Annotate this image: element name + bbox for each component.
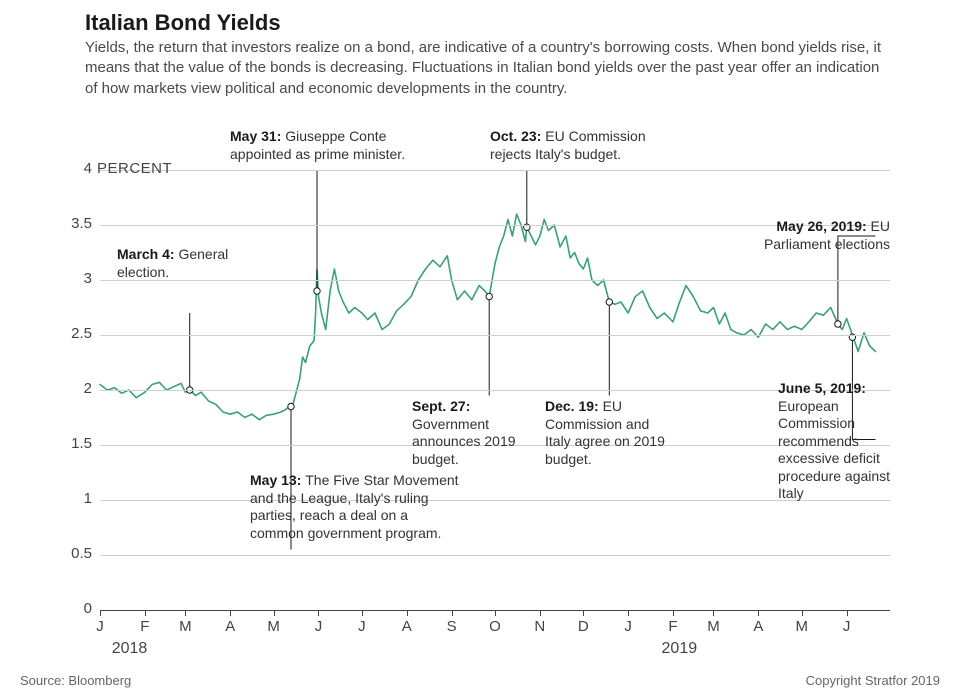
y-tick-label: 2.5 (52, 325, 92, 342)
x-tick-label: M (794, 618, 810, 635)
x-tick (802, 610, 803, 616)
annotation-may31: May 31: Giuseppe Conte appointed as prim… (230, 128, 440, 163)
x-tick (407, 610, 408, 616)
x-tick (185, 610, 186, 616)
chart-container: Italian Bond Yields Yields, the return t… (0, 0, 960, 700)
x-tick (713, 610, 714, 616)
x-tick (847, 610, 848, 616)
y-tick-label: 0 (52, 600, 92, 617)
x-tick-label: J (92, 618, 108, 635)
x-tick-label: O (487, 618, 503, 635)
annotation-date-jun5: June 5, 2019: (778, 380, 866, 396)
callout-dot-dec19 (606, 299, 612, 305)
callout-dot-may26 (835, 321, 841, 327)
gridline-y (100, 500, 890, 501)
annotation-mar4: March 4: General election. (117, 246, 242, 281)
y-tick-label: 1.5 (52, 435, 92, 452)
x-tick (673, 610, 674, 616)
x-tick-label: M (266, 618, 282, 635)
x-tick (274, 610, 275, 616)
x-tick-label: F (137, 618, 153, 635)
annotation-date-dec19: Dec. 19: (545, 398, 603, 414)
x-tick (583, 610, 584, 616)
annotation-date-sep27: Sept. 27: (412, 398, 470, 414)
y-tick-label: 4 (52, 160, 92, 177)
callout-dot-sep27 (486, 293, 492, 299)
x-tick (362, 610, 363, 616)
x-tick-label: J (620, 618, 636, 635)
x-tick-label: A (750, 618, 766, 635)
x-tick (100, 610, 101, 616)
x-tick (230, 610, 231, 616)
x-tick-label: J (310, 618, 326, 635)
callout-dot-may13 (288, 403, 294, 409)
chart-subtitle: Yields, the return that investors realiz… (85, 38, 895, 99)
annotation-sep27: Sept. 27: Government announces 2019 budg… (412, 398, 527, 468)
annotation-date-may26: May 26, 2019: (776, 218, 870, 234)
y-tick-label: 3 (52, 270, 92, 287)
annotation-may13: May 13: The Five Star Movement and the L… (250, 472, 460, 542)
annotation-date-mar4: March 4: (117, 246, 178, 262)
x-tick (495, 610, 496, 616)
x-tick-label: J (839, 618, 855, 635)
x-tick (145, 610, 146, 616)
y-tick-label: 0.5 (52, 545, 92, 562)
gridline-y (100, 170, 890, 171)
x-tick (540, 610, 541, 616)
gridline-y (100, 555, 890, 556)
annotation-jun5: June 5, 2019: European Commission recomm… (778, 380, 898, 503)
callout-dot-may31 (314, 288, 320, 294)
source-label: Source: Bloomberg (20, 673, 131, 688)
x-tick-label: J (354, 618, 370, 635)
x-tick (758, 610, 759, 616)
x-tick (318, 610, 319, 616)
x-tick-label: N (532, 618, 548, 635)
year-label: 2018 (112, 640, 148, 658)
x-tick-label: M (705, 618, 721, 635)
x-tick-label: F (665, 618, 681, 635)
annotation-text-jun5: European Commission recommends excessive… (778, 398, 890, 502)
chart-title: Italian Bond Yields (85, 10, 281, 36)
annotation-dec19: Dec. 19: EU Commission and Italy agree o… (545, 398, 675, 468)
gridline-y (100, 390, 890, 391)
annotation-date-may31: May 31: (230, 128, 285, 144)
x-tick-label: D (575, 618, 591, 635)
annotation-date-oct23: Oct. 23: (490, 128, 545, 144)
y-axis-unit: PERCENT (97, 160, 172, 177)
x-tick (452, 610, 453, 616)
x-tick-label: A (222, 618, 238, 635)
x-tick-label: A (399, 618, 415, 635)
annotation-may26: May 26, 2019: EU Parliament elections (760, 218, 890, 253)
annotation-date-may13: May 13: (250, 472, 305, 488)
x-tick (628, 610, 629, 616)
y-tick-label: 1 (52, 490, 92, 507)
annotation-oct23: Oct. 23: EU Commission rejects Italy's b… (490, 128, 680, 163)
x-tick-label: M (177, 618, 193, 635)
gridline-y (100, 335, 890, 336)
y-tick-label: 3.5 (52, 215, 92, 232)
copyright-label: Copyright Stratfor 2019 (806, 673, 940, 688)
annotation-text-sep27: Government announces 2019 budget. (412, 416, 516, 467)
y-tick-label: 2 (52, 380, 92, 397)
x-tick-label: S (444, 618, 460, 635)
year-label: 2019 (662, 640, 698, 658)
